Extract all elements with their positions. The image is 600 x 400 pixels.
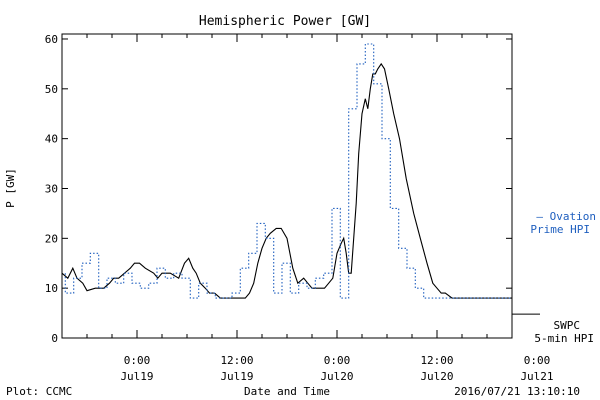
y-tick-label: 60 [45, 33, 58, 46]
x-axis-label: Date and Time [244, 385, 330, 398]
x-tick-date-label: Jul21 [520, 370, 553, 383]
legend-ovation-label: — Ovation [536, 210, 596, 223]
y-tick-label: 40 [45, 133, 58, 146]
timestamp: 2016/07/21 13:10:10 [454, 385, 580, 398]
x-tick-label: 12:00 [220, 354, 253, 367]
chart-title: Hemispheric Power [GW] [199, 14, 371, 29]
x-tick-date-label: Jul19 [120, 370, 153, 383]
legend-swpc-label: SWPC [554, 319, 581, 332]
legend-swpc-label-2: 5-min HPI [534, 332, 594, 345]
plot-area: 0 10 20 30 40 50 60 0:00 Jul19 12:00 Jul19 0:00 Jul2… [45, 33, 596, 383]
x-tick-label: 0:00 [324, 354, 351, 367]
x-tick-date-label: Jul20 [420, 370, 453, 383]
x-tick-date-label: Jul19 [220, 370, 253, 383]
plot-credit: Plot: CCMC [6, 385, 72, 398]
legend-ovation-label-2: Prime HPI [530, 223, 590, 236]
series-ovation-line [64, 43, 512, 299]
x-tick-label: 0:00 [124, 354, 151, 367]
x-tick-date-label: Jul20 [320, 370, 353, 383]
y-tick-label: 0 [51, 332, 58, 345]
y-tick-label: 20 [45, 232, 58, 245]
y-axis-label: P [GW] [4, 168, 17, 208]
x-tick-label: 0:00 [524, 354, 551, 367]
y-tick-label: 30 [45, 182, 58, 195]
y-tick-label: 50 [45, 83, 58, 96]
y-tick-label: 10 [45, 282, 58, 295]
x-tick-label: 12:00 [420, 354, 453, 367]
series-swpc-line [61, 62, 512, 299]
plot-frame [61, 33, 513, 339]
